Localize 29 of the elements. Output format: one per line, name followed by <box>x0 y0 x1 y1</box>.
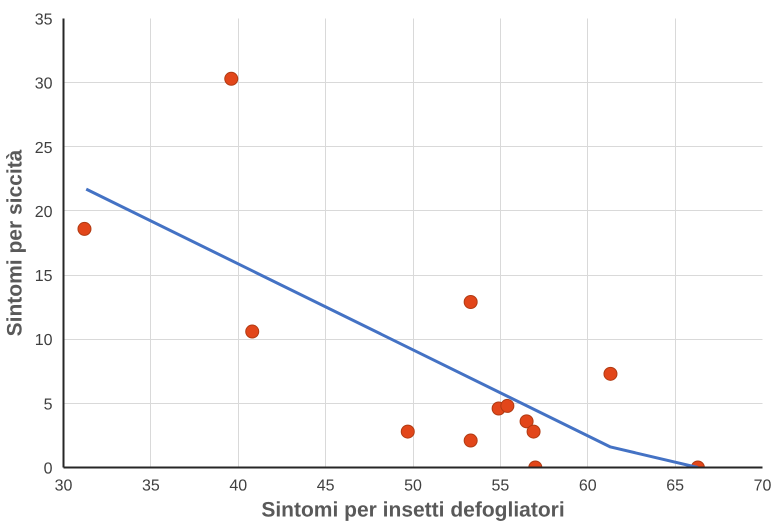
y-tick-label: 10 <box>34 332 53 350</box>
x-tick-label: 60 <box>578 478 597 494</box>
x-tick-label: 70 <box>754 478 772 494</box>
x-tick-label: 65 <box>666 478 684 494</box>
y-tick-label: 30 <box>34 76 53 93</box>
y-tick-label: 25 <box>34 140 53 157</box>
y-tick-label: 5 <box>44 396 53 414</box>
point <box>500 398 514 413</box>
point <box>520 414 534 428</box>
point <box>464 295 478 309</box>
x-tick-label: 55 <box>491 478 510 494</box>
x-tick-label: 40 <box>229 478 248 494</box>
point <box>224 72 238 86</box>
y-tick-label: 15 <box>34 268 53 286</box>
y-tick-label: 20 <box>34 204 53 221</box>
x-tick-label: 30 <box>54 478 72 494</box>
point <box>245 324 260 339</box>
point <box>603 366 618 381</box>
point <box>464 434 478 448</box>
point <box>400 424 415 439</box>
x-tick-label: 50 <box>404 478 422 494</box>
point <box>526 424 541 439</box>
x-tick-label: 35 <box>142 478 160 494</box>
y-axis-title: Sintomi per siccità <box>4 149 27 336</box>
point <box>77 222 92 236</box>
x-axis-title: Sintomi per insetti defogliatori <box>261 498 565 522</box>
y-tick-label: 0 <box>44 460 53 478</box>
x-tick-label: 45 <box>316 478 335 494</box>
y-tick-label: 35 <box>34 12 53 28</box>
